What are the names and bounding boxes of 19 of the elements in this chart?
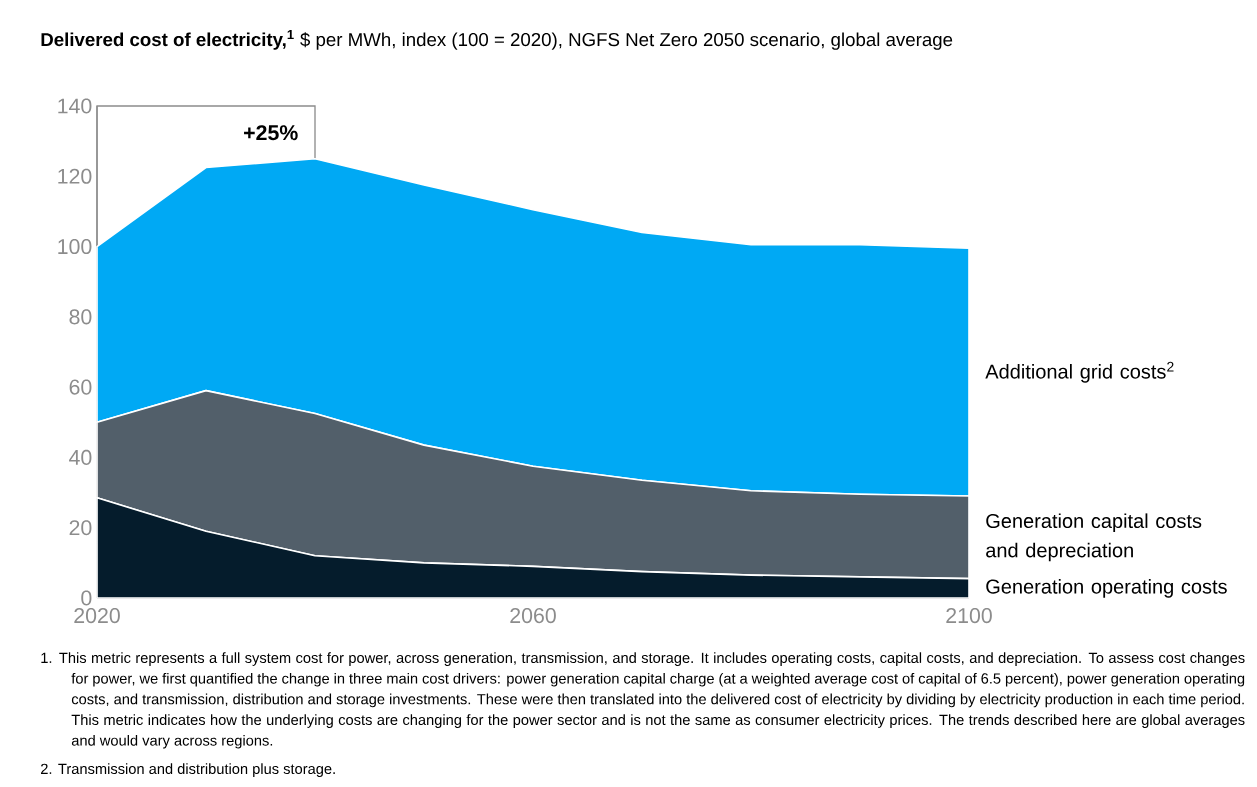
series-label: Generation capital costs and depreciation	[986, 513, 1202, 562]
text: 1. This metric represents a full system cost for power, across generation, transmission, and storage. It includes operating costs, capital costs, and depreciation. To assess cost changes for power, we first quantified the change in three main cost drivers: power generation capital charge (at a weighted average cost of capital of 6.5 percent), power generation operating costs, and transmission, distribution and storage investments. These were then translated into the delivered cost of electricity by dividing by electricity production in each time period. This metric indicates how the underlying costs are changing for the power sector and is not the same as consumer electricity prices. The trends described here are global averages and would vary across regions.	[41, 652, 1245, 749]
chart-subtitle: $ per MWh, index (100 = 2020), NGFS Net Zero 2050 scenario, global average	[300, 32, 953, 50]
y-tick-label: 40	[69, 449, 92, 465]
series-label: Generation operating costs	[986, 579, 1227, 598]
y-tick-label: 100	[58, 239, 92, 255]
x-tick-label: 2060	[510, 608, 556, 624]
y-tick-label: 140	[58, 98, 92, 114]
y-tick-label: 0	[81, 590, 92, 606]
text: 2. Transmission and distribution plus storage.	[41, 763, 335, 777]
x-tick-label: 2020	[74, 608, 120, 624]
y-tick-label: 80	[69, 309, 92, 325]
annotation: +25%	[244, 125, 298, 141]
x-tick-label: 2100	[946, 608, 992, 624]
series-label: Additional grid costs$^{2}$	[985, 361, 1174, 383]
y-tick-label: 120	[58, 168, 92, 184]
y-tick-label: 20	[69, 520, 92, 536]
chart-title: Delivered cost of electricity,$^{1}$	[41, 30, 294, 50]
y-tick-label: 60	[69, 379, 92, 395]
